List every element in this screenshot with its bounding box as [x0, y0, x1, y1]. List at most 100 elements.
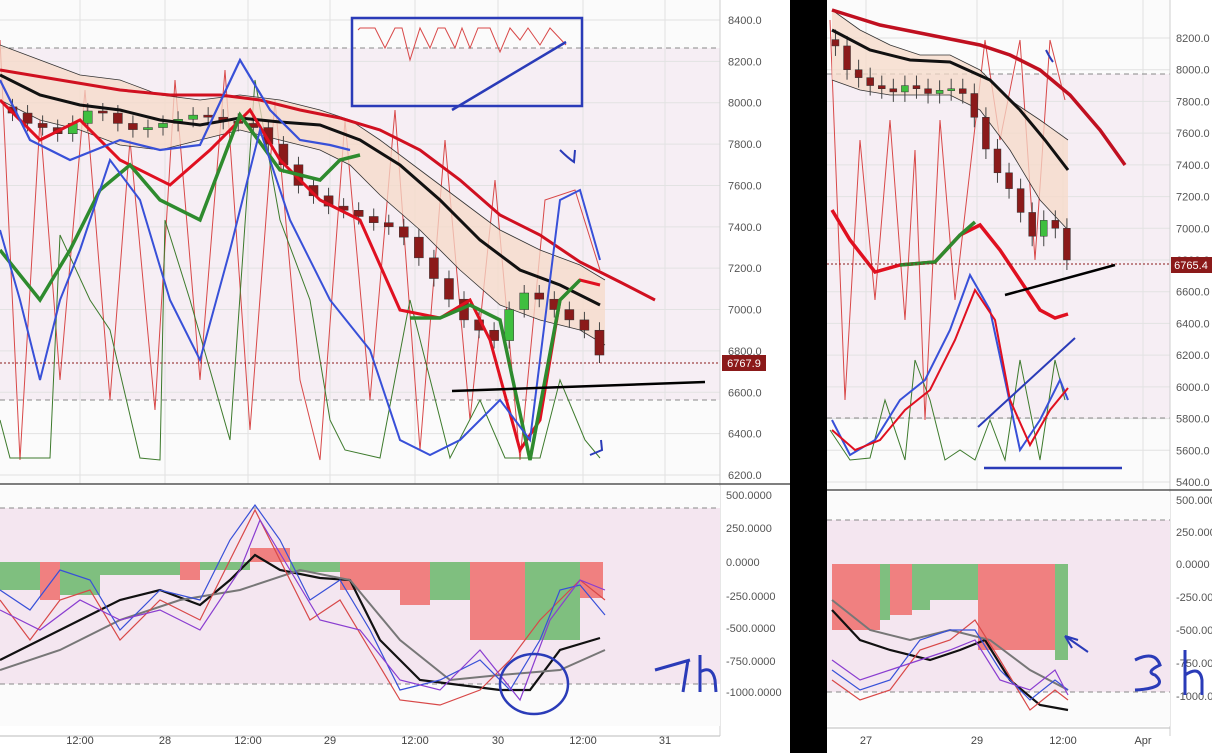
right-candle-down [1016, 188, 1025, 213]
right-y-tick: 8200.0 [1176, 33, 1210, 45]
right-osc-tick: -750.0000 [1176, 658, 1212, 670]
left-hist-positive [430, 562, 470, 600]
arrow-down-mark [559, 149, 576, 164]
right-hist-negative [978, 564, 1055, 650]
left-hist-negative [340, 562, 400, 590]
left-osc-tick: -750.0000 [726, 656, 776, 668]
left-osc-purple [0, 518, 606, 702]
left-x-tick: 28 [159, 735, 171, 747]
left-candle-up [504, 309, 514, 341]
right-x-tick: 27 [860, 735, 872, 747]
left-osc-tick: -500.0000 [726, 623, 776, 635]
right-osc-tick: 250.0000 [1176, 527, 1212, 539]
left-x-tick: 12:00 [234, 735, 262, 747]
right-candle-up [935, 90, 944, 94]
left-hist-negative [40, 562, 60, 600]
left-candle-down [128, 123, 138, 130]
right-osc-tick: 500.0000 [1176, 495, 1212, 507]
right-osc-red [830, 209, 1069, 320]
right-osc-tick: -250.0000 [1176, 592, 1212, 604]
right-y-tick: 5800.0 [1176, 414, 1210, 426]
left-x-tick: 12:00 [66, 735, 94, 747]
left-green-signal [0, 111, 361, 304]
left-candle-down [353, 210, 364, 217]
left-candle-down [444, 278, 454, 300]
right-y-tick: 6000.0 [1176, 382, 1210, 394]
panel-divider [790, 0, 827, 753]
left-candle-down [37, 123, 48, 128]
right-hist-positive [930, 564, 978, 600]
right-osc-arrow [1064, 635, 1089, 653]
right-candle-down [854, 69, 863, 78]
right-band-upper [831, 9, 1069, 141]
left-last-price-label: 6767.9 [727, 358, 761, 370]
right-candle-down [1051, 220, 1060, 229]
right-candle-down [959, 88, 967, 94]
left-candle-down [534, 292, 545, 300]
left-candle-down [98, 110, 108, 114]
left-osc-red [0, 508, 606, 706]
left-candle-down [594, 329, 605, 356]
left-blue-line [0, 126, 601, 457]
left-x-tick: 29 [324, 735, 336, 747]
arrow-up-mark [589, 439, 604, 456]
left-y-tick: 6800.0 [728, 346, 762, 358]
left-hist-negative [400, 562, 430, 605]
left-candle-down [113, 112, 123, 124]
right-support-line [1004, 263, 1116, 297]
right-candle-down [982, 117, 990, 150]
left-candle-down [368, 216, 379, 223]
right-blue-line [831, 272, 1069, 457]
right-osc-black [831, 609, 1069, 712]
right-x-tick: 29 [971, 735, 983, 747]
left-y-tick: 8000.0 [728, 98, 762, 110]
left-hist-negative [470, 562, 525, 640]
left-candle-down [203, 114, 213, 118]
left-candle-down [414, 236, 424, 259]
right-candle-down [993, 148, 1002, 174]
left-osc-tick: -1000.0000 [726, 687, 782, 699]
right-y-tick: 5400.0 [1176, 477, 1210, 489]
right-green-zigzag [829, 359, 1066, 462]
left-candle-up [83, 110, 93, 124]
left-candle-down [489, 329, 499, 341]
right-osc-tick: -1000.0 [1176, 691, 1212, 703]
left-osc-blue [0, 503, 606, 691]
oscillator-circle [498, 652, 570, 716]
right-bollinger-band [832, 10, 1068, 230]
right-oscillator-panel [827, 492, 1170, 726]
left-oscillator-panel [0, 486, 720, 726]
right-y-tick: 7200.0 [1176, 192, 1210, 204]
left-price-panel [0, 0, 720, 484]
left-osc-red [0, 98, 601, 454]
right-hist-positive [912, 564, 930, 610]
annotation-zigzag [357, 26, 567, 62]
right-candle-up [901, 85, 909, 93]
right-green-segment [899, 220, 977, 267]
left-candle-down [579, 319, 590, 331]
left-hist-positive [100, 562, 180, 575]
left-band-upper [0, 44, 606, 281]
right-candle-down [1063, 228, 1071, 261]
left-hist-positive [200, 562, 250, 570]
left-green-signal-2 [410, 278, 582, 461]
left-x-tick: 12:00 [401, 735, 429, 747]
left-y-tick: 8400.0 [728, 15, 762, 27]
left-green-zigzag [0, 79, 601, 461]
left-osc-black [0, 553, 601, 692]
right-candle-up [947, 88, 955, 91]
right-candle-down [878, 85, 886, 89]
note-3h [1134, 650, 1204, 695]
left-y-tick: 6200.0 [728, 470, 762, 482]
left-candle-down [564, 309, 575, 321]
right-y-tick: 6400.0 [1176, 318, 1210, 330]
left-candle-down [22, 112, 33, 124]
right-candle-down [1005, 172, 1013, 189]
left-hist-negative [180, 562, 200, 580]
right-osc-tick: 0.0000 [1176, 559, 1210, 571]
right-candle-down [866, 77, 874, 86]
left-y-tick: 7800.0 [728, 139, 762, 151]
left-y-tick: 7200.0 [728, 263, 762, 275]
left-osc-grey [0, 568, 606, 682]
left-x-tick: 12:00 [569, 735, 597, 747]
